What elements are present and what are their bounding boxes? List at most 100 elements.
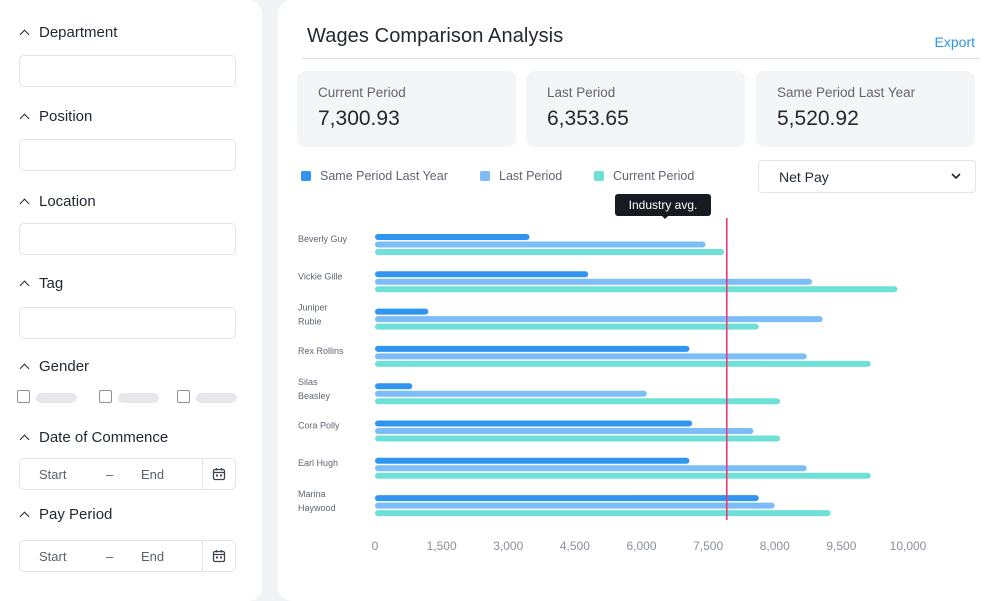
calendar-icon[interactable] xyxy=(202,541,235,571)
x-tick-label: 1,500 xyxy=(427,539,457,553)
stat-value: 7,300.93 xyxy=(318,107,400,130)
bar-same-period-last-year[interactable] xyxy=(375,383,413,390)
chevron-down-icon xyxy=(949,169,963,188)
category-label: Rex Rollins xyxy=(298,346,344,356)
pay-period-label: Pay Period xyxy=(39,506,113,523)
x-tick-label: 6,000 xyxy=(626,539,656,553)
date-of-commence-start-input[interactable]: Start xyxy=(39,467,67,482)
date-of-commence-end-input[interactable]: End xyxy=(141,467,165,482)
bar-current-period[interactable] xyxy=(375,435,781,442)
legend-swatch xyxy=(594,171,604,181)
tag-filter-toggle[interactable]: Tag xyxy=(19,275,64,292)
chevron-up-icon xyxy=(19,434,30,445)
x-tick-label: 4,500 xyxy=(560,539,590,553)
location-input[interactable] xyxy=(19,223,236,255)
pay-period-range: Start – End xyxy=(19,540,236,572)
legend-item-last-period: Last Period xyxy=(480,169,562,183)
chevron-up-icon xyxy=(19,280,30,291)
stat-card-current-period: Current Period 7,300.93 xyxy=(297,71,516,147)
range-separator: – xyxy=(106,467,114,482)
gender-filter-toggle[interactable]: Gender xyxy=(19,358,89,375)
bar-same-period-last-year[interactable] xyxy=(375,271,589,278)
chevron-up-icon xyxy=(19,113,30,124)
legend-swatch xyxy=(480,171,490,181)
legend-swatch xyxy=(301,171,311,181)
tag-label: Tag xyxy=(39,275,64,292)
department-input[interactable] xyxy=(19,55,236,87)
bar-same-period-last-year[interactable] xyxy=(375,308,429,315)
wages-bar-chart: Beverly Guy Vickie Gille Juniper Rubie Rex R… xyxy=(298,218,927,553)
category-label: Marina Haywood xyxy=(298,489,336,513)
position-filter-toggle[interactable]: Position xyxy=(19,108,92,125)
chevron-up-icon xyxy=(19,29,30,40)
metric-select[interactable]: Net Pay xyxy=(758,160,976,193)
gender-option-1-checkbox[interactable] xyxy=(17,390,30,403)
bar-last-period[interactable] xyxy=(375,278,813,285)
filter-panel: Department Position Location Tag Gender … xyxy=(0,0,262,601)
title-divider xyxy=(302,58,980,59)
pay-period-end-input[interactable]: End xyxy=(141,549,165,564)
location-filter-toggle[interactable]: Location xyxy=(19,193,96,210)
date-of-commence-range: Start – End xyxy=(19,458,236,490)
bar-last-period[interactable] xyxy=(375,316,823,323)
bar-last-period[interactable] xyxy=(375,465,807,472)
range-separator: – xyxy=(106,549,114,564)
stat-value: 6,353.65 xyxy=(547,107,629,130)
category-label: Beverly Guy xyxy=(298,234,348,244)
bar-current-period[interactable] xyxy=(375,286,898,293)
industry-avg-tooltip: Industry avg. xyxy=(615,194,711,216)
bar-current-period[interactable] xyxy=(375,510,831,517)
stat-label: Current Period xyxy=(318,85,406,100)
bar-same-period-last-year[interactable] xyxy=(375,457,690,464)
bar-same-period-last-year[interactable] xyxy=(375,234,530,240)
pay-period-start-input[interactable]: Start xyxy=(39,549,67,564)
bar-last-period[interactable] xyxy=(375,390,647,397)
stat-label: Same Period Last Year xyxy=(777,85,916,100)
stat-value: 5,520.92 xyxy=(777,107,859,130)
bar-current-period[interactable] xyxy=(375,360,871,367)
legend-item-current-period: Current Period xyxy=(594,169,694,183)
bar-last-period[interactable] xyxy=(375,353,807,360)
stat-label: Last Period xyxy=(547,85,616,100)
main-panel: Wages Comparison Analysis Export Current… xyxy=(278,0,999,601)
bar-last-period[interactable] xyxy=(375,241,706,248)
legend-item-same-period-last-year: Same Period Last Year xyxy=(301,169,448,183)
bar-last-period[interactable] xyxy=(375,428,754,434)
calendar-icon[interactable] xyxy=(202,459,235,489)
metric-select-value: Net Pay xyxy=(779,169,829,185)
x-tick-label: 10,000 xyxy=(890,539,927,553)
export-link[interactable]: Export xyxy=(934,34,975,50)
bar-same-period-last-year[interactable] xyxy=(375,345,690,352)
bar-current-period[interactable] xyxy=(375,249,725,255)
bar-current-period[interactable] xyxy=(375,472,871,479)
stat-card-last-period: Last Period 6,353.65 xyxy=(526,71,745,147)
legend-label: Current Period xyxy=(613,169,695,183)
x-tick-label: 3,000 xyxy=(493,539,523,553)
bar-same-period-last-year[interactable] xyxy=(375,420,693,427)
gender-option-3-checkbox[interactable] xyxy=(177,390,190,403)
bar-same-period-last-year[interactable] xyxy=(375,495,759,502)
bar-last-period[interactable] xyxy=(375,502,775,509)
department-filter-toggle[interactable]: Department xyxy=(19,24,117,41)
bar-current-period[interactable] xyxy=(375,398,781,405)
pay-period-filter-toggle[interactable]: Pay Period xyxy=(19,506,113,523)
category-label: Juniper Rubie xyxy=(298,303,328,327)
legend-label: Last Period xyxy=(499,169,563,183)
stat-card-same-period-last-year: Same Period Last Year 5,520.92 xyxy=(756,71,975,147)
x-tick-label: 8,000 xyxy=(760,539,790,553)
legend-label: Same Period Last Year xyxy=(320,169,448,183)
gender-option-2-checkbox[interactable] xyxy=(99,390,112,403)
bar-current-period[interactable] xyxy=(375,323,759,330)
page-title: Wages Comparison Analysis xyxy=(307,25,564,47)
gender-option-2-label-placeholder xyxy=(118,393,159,403)
category-label: Silas Beasley xyxy=(298,377,331,401)
category-label: Vickie Gille xyxy=(298,271,342,281)
position-input[interactable] xyxy=(19,139,236,171)
date-of-commence-label: Date of Commence xyxy=(39,429,169,446)
date-of-commence-filter-toggle[interactable]: Date of Commence xyxy=(19,429,169,446)
tooltip-arrow xyxy=(661,215,669,219)
location-label: Location xyxy=(39,193,96,210)
tag-input[interactable] xyxy=(19,307,236,339)
category-label: Cora Polly xyxy=(298,421,340,431)
gender-option-1-label-placeholder xyxy=(36,393,77,403)
